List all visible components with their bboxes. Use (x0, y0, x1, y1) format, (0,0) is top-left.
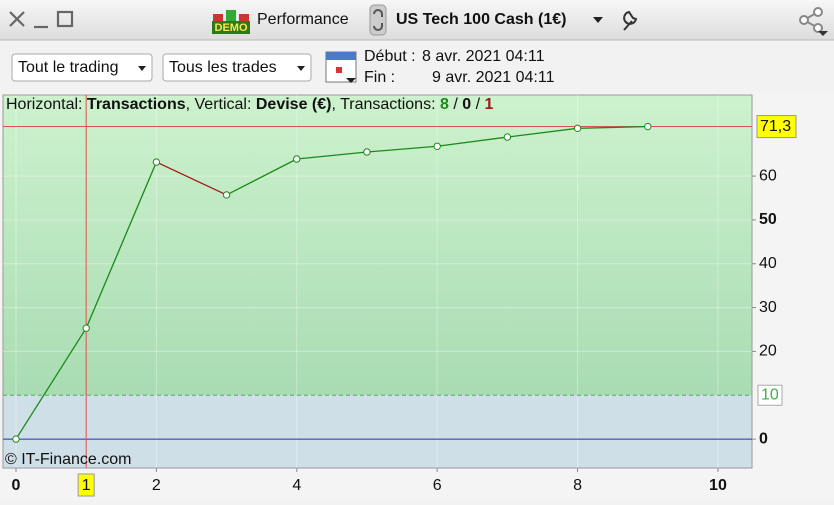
x-tick-label: 4 (292, 477, 301, 494)
scope-label: Tout le trading (18, 59, 119, 76)
y-tick-label: 50 (759, 211, 777, 228)
y-tick-label: 60 (759, 167, 777, 184)
dropdown-arrow (138, 66, 146, 71)
y-tick-label: 40 (759, 255, 777, 272)
trades-label: Tous les trades (169, 59, 277, 76)
equity-point (222, 191, 231, 199)
toolbar (0, 0, 834, 40)
equity-segment (85, 161, 157, 329)
equity-point (152, 158, 161, 166)
instrument-name[interactable]: US Tech 100 Cash (1€) (396, 11, 566, 28)
equity-segment (226, 158, 298, 196)
header-part: 1 (484, 96, 493, 113)
link-icon[interactable] (369, 4, 387, 36)
x-tick-label: 6 (433, 477, 442, 494)
trades-dropdown[interactable] (162, 53, 312, 82)
equity-segment (366, 145, 438, 153)
current-label: 71,3 (760, 118, 791, 135)
scope-dropdown[interactable] (11, 53, 153, 82)
y-tick-label: 0 (759, 430, 768, 447)
header-part: Horizontal: (6, 96, 87, 113)
header-part: / (449, 96, 462, 113)
plot-border (2, 94, 753, 469)
tab-title[interactable]: Performance (257, 11, 349, 28)
copyright: © IT-Finance.com (5, 451, 132, 468)
header-part: , Transactions: (331, 96, 440, 113)
header-part: Transactions (87, 96, 186, 113)
low-zone (3, 395, 752, 468)
end-label: Fin : (364, 69, 395, 86)
equity-segment (577, 125, 648, 129)
equity-segment (437, 136, 508, 147)
header-part: Devise (€) (256, 96, 332, 113)
dropdown-arrow (297, 66, 305, 71)
share-icon[interactable] (799, 7, 828, 36)
current-label-box (756, 115, 797, 139)
profit-zone (3, 95, 752, 396)
equity-point (363, 148, 371, 156)
equity-point (573, 124, 582, 133)
x-tick-label: 8 (573, 477, 582, 494)
equity-segment (507, 127, 578, 138)
equity-point (293, 155, 301, 163)
window-controls[interactable] (9, 10, 74, 29)
x-tick-label: 0 (12, 477, 21, 494)
equity-segment (296, 151, 368, 160)
equity-point (433, 142, 441, 150)
header-part: 0 (462, 96, 471, 113)
reference-label: 10 (761, 386, 779, 403)
equity-point (503, 133, 512, 141)
start-label: Début : (364, 48, 416, 65)
header-part: , Vertical: (186, 96, 256, 113)
demo-icon: DEMO (212, 10, 250, 34)
equity-segment (15, 327, 87, 440)
demo-badge: DEMO (215, 22, 248, 34)
y-tick-label: 20 (759, 343, 777, 360)
equity-point (82, 324, 90, 332)
cursor-label: 1 (82, 477, 91, 494)
chart-header: Horizontal: Transactions, Vertical: Devi… (6, 96, 493, 113)
instrument-dropdown[interactable] (593, 17, 603, 23)
header-part: / (471, 96, 484, 113)
x-tick-label: 2 (152, 477, 161, 494)
start-date: 8 avr. 2021 04:11 (422, 48, 545, 65)
settings-icon[interactable] (623, 10, 638, 31)
calendar-icon[interactable] (325, 51, 357, 83)
reference-label-box (757, 384, 783, 406)
equity-segment (156, 161, 227, 196)
end-date: 9 avr. 2021 04:11 (432, 69, 555, 86)
x-tick-label: 10 (709, 477, 727, 494)
cursor-label-box (77, 473, 95, 497)
equity-point (12, 435, 20, 443)
y-tick-label: 30 (759, 299, 777, 316)
equity-point (644, 122, 652, 131)
header-part: 8 (440, 96, 449, 113)
